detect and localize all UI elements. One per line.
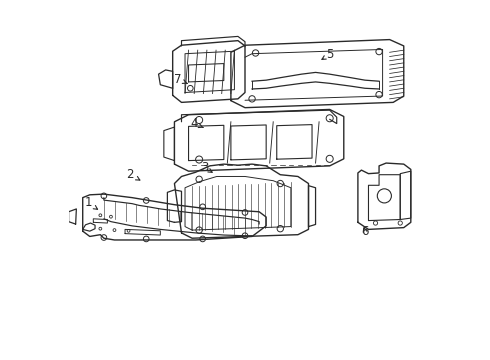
Text: 7: 7 — [174, 73, 187, 86]
Text: 2: 2 — [126, 168, 140, 181]
Text: 6: 6 — [361, 225, 368, 238]
Text: 4: 4 — [190, 117, 203, 130]
Text: 3: 3 — [201, 161, 212, 174]
Text: 5: 5 — [322, 48, 333, 61]
Text: 1: 1 — [84, 197, 98, 210]
